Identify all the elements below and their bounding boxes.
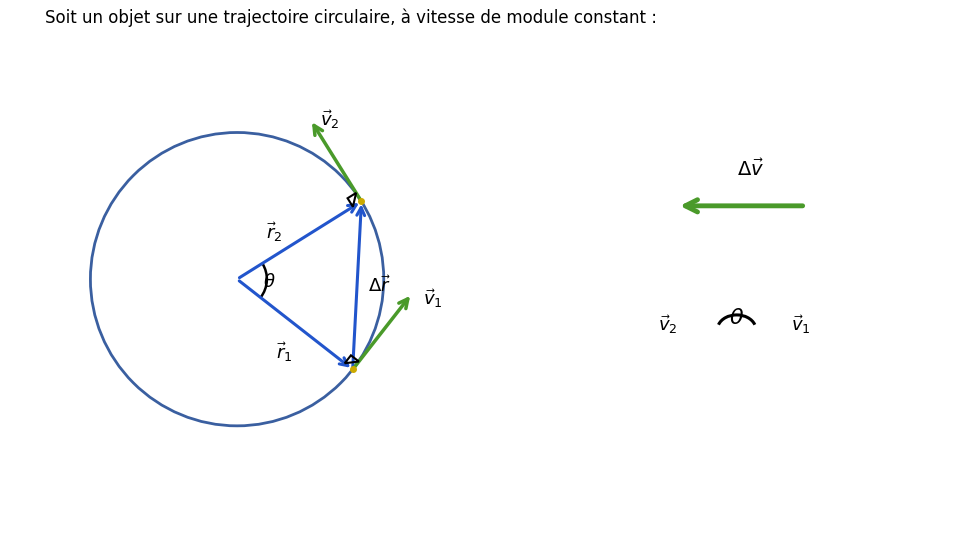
Text: $\vec{v}_1$: $\vec{v}_1$ [423,287,443,309]
Text: $\vec{v}_2$: $\vec{v}_2$ [659,314,678,336]
Text: $\vec{r}_1$: $\vec{r}_1$ [276,340,293,363]
Text: Soit un objet sur une trajectoire circulaire, à vitesse de module constant :: Soit un objet sur une trajectoire circul… [44,9,657,27]
Text: $\Delta\vec{r}$: $\Delta\vec{r}$ [368,275,392,296]
Text: $\Delta\vec{v}$: $\Delta\vec{v}$ [737,159,764,180]
Text: $\theta$: $\theta$ [263,273,276,291]
Text: $\vec{v}_2$: $\vec{v}_2$ [320,109,339,131]
Text: $\theta$: $\theta$ [729,307,744,329]
Text: $\vec{r}_2$: $\vec{r}_2$ [266,220,282,244]
Text: $\vec{v}_1$: $\vec{v}_1$ [791,314,810,336]
